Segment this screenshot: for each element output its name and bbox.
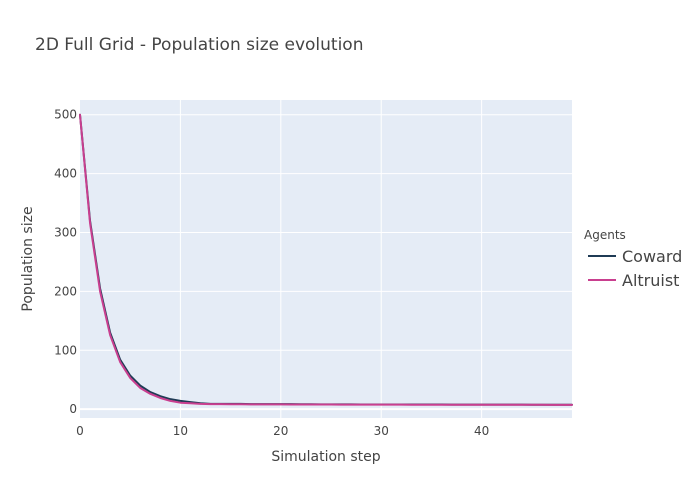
x-tick-label: 0 <box>76 424 84 438</box>
y-axis-title: Population size <box>20 206 36 311</box>
legend-label-coward: Coward <box>622 247 682 266</box>
series-lines <box>79 113 573 406</box>
y-tick-label: 100 <box>54 343 77 357</box>
legend-label-altruist: Altruist <box>622 271 679 290</box>
x-tick-label: 30 <box>374 424 389 438</box>
x-tick-label: 10 <box>173 424 188 438</box>
plot-area <box>80 100 572 418</box>
y-tick-label: 300 <box>54 226 77 240</box>
x-tick-label: 20 <box>273 424 288 438</box>
y-tick-label: 200 <box>54 284 77 298</box>
grid-lines <box>80 100 572 418</box>
y-tick-label: 500 <box>54 108 77 122</box>
series-line-altruist <box>79 113 573 406</box>
x-axis-title: Simulation step <box>271 449 380 465</box>
legend: Agents Coward Altruist <box>584 228 682 290</box>
y-tick-label: 400 <box>54 167 77 181</box>
chart-title: 2D Full Grid - Population size evolution <box>35 35 363 55</box>
x-tick-label: 40 <box>474 424 489 438</box>
y-tick-label: 0 <box>69 402 77 416</box>
legend-title: Agents <box>584 228 626 242</box>
